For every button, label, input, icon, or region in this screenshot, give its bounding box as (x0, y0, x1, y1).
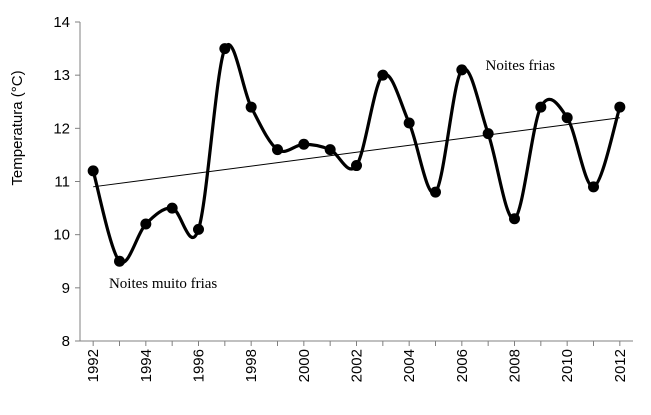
series-line (91, 43, 622, 265)
x-tick-label: 1994 (138, 349, 155, 382)
data-point (430, 186, 441, 198)
data-point (87, 165, 99, 177)
data-point (403, 117, 415, 129)
data-point (245, 101, 257, 113)
data-point (535, 101, 547, 113)
x-tick-label: 2000 (296, 349, 313, 382)
x-tick-label: 2010 (559, 349, 576, 382)
data-point (561, 112, 573, 124)
x-tick-label: 2004 (401, 349, 418, 382)
y-tick-label: 8 (62, 333, 70, 350)
y-tick-label: 13 (53, 67, 70, 84)
data-point (614, 101, 626, 113)
data-point (588, 181, 599, 193)
data-point (509, 213, 520, 225)
x-tick-label: 2002 (349, 349, 366, 382)
x-tick-label: 2006 (454, 349, 471, 382)
x-tick-label: 2008 (507, 349, 524, 382)
data-point (351, 160, 362, 172)
data-point (482, 128, 494, 140)
y-tick-label: 11 (54, 174, 70, 191)
x-tick-label: 1996 (191, 349, 208, 382)
y-tick-label: 10 (53, 227, 70, 244)
x-tick-label: 2012 (612, 349, 629, 382)
annotations: Noites muito frias Noites frias (109, 58, 555, 292)
data-point (219, 43, 231, 55)
y-tick-label: 12 (53, 120, 70, 137)
data-point (140, 218, 152, 230)
trendline (93, 117, 620, 188)
y-axis-title: Temperatura (°C) (9, 70, 26, 185)
x-tick-label: 1992 (85, 349, 102, 382)
data-point (272, 144, 283, 156)
data-point (456, 64, 468, 76)
data-point (324, 144, 336, 156)
data-point (166, 202, 178, 214)
annotation-noites-frias: Noites frias (486, 58, 556, 74)
annotation-noites-muito-frias: Noites muito frias (109, 276, 217, 292)
data-point (193, 223, 204, 235)
data-point (114, 255, 125, 267)
y-tick-label: 9 (62, 280, 70, 297)
y-tick-label: 14 (53, 14, 70, 31)
data-point (377, 69, 389, 81)
x-tick-label: 1998 (243, 349, 260, 382)
data-point (298, 138, 310, 150)
